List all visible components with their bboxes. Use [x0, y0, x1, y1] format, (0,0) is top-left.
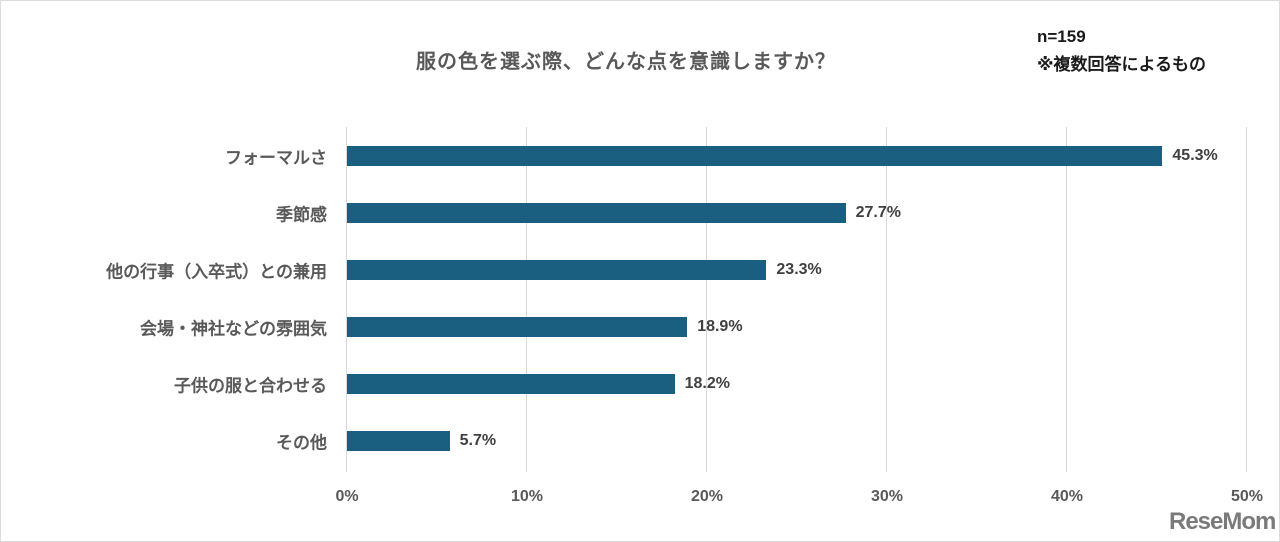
- gridline: [706, 127, 707, 472]
- category-label: 季節感: [276, 205, 327, 226]
- category-label: フォーマルさ: [225, 148, 327, 169]
- chart-title: 服の色を選ぶ際、どんな点を意識しますか？: [416, 49, 836, 73]
- category-label: 子供の服と合わせる: [174, 376, 327, 397]
- gridline: [346, 127, 347, 472]
- sample-size: n=159: [1037, 27, 1086, 46]
- multiple-answer-note: ※複数回答によるもの: [1037, 55, 1207, 74]
- value-label: 18.9%: [697, 318, 743, 335]
- bar: [347, 203, 846, 223]
- value-label: 27.7%: [855, 204, 901, 221]
- x-tick-label: 0%: [335, 488, 359, 505]
- sample-note: n=159 ※複数回答によるもの: [1037, 23, 1206, 79]
- value-label: 18.2%: [684, 375, 730, 392]
- value-label: 5.7%: [459, 432, 497, 449]
- x-tick-label: 10%: [510, 488, 544, 505]
- category-label: 会場・神社などの雰囲気: [140, 319, 327, 340]
- bar: [347, 374, 675, 394]
- bar: [347, 260, 767, 280]
- x-tick-label: 30%: [870, 488, 904, 505]
- value-label: 23.3%: [776, 261, 822, 278]
- value-label: 45.3%: [1172, 147, 1218, 164]
- category-label: その他: [276, 433, 327, 454]
- x-tick-label: 40%: [1050, 488, 1084, 505]
- x-tick-label: 50%: [1230, 488, 1264, 505]
- gridline: [886, 127, 887, 472]
- x-tick-label: 20%: [690, 488, 724, 505]
- bar: [347, 317, 688, 337]
- bar: [347, 431, 450, 451]
- bar: [347, 146, 1163, 166]
- gridline: [1246, 127, 1247, 472]
- gridline: [1066, 127, 1067, 472]
- resemom-logo: ReseMom: [1169, 508, 1276, 535]
- gridline: [526, 127, 527, 472]
- category-label: 他の行事（入卒式）との兼用: [106, 262, 327, 283]
